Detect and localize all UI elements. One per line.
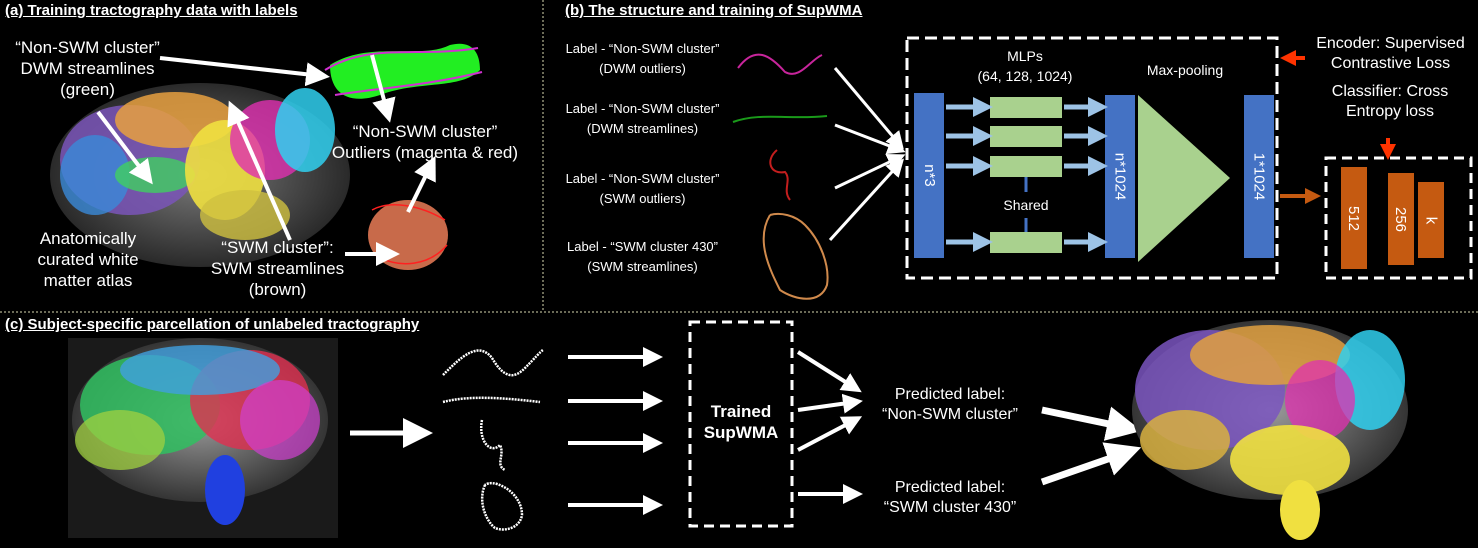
swm-label: “SWM cluster”: SWM streamlines (brown) (210, 238, 345, 299)
panel-a-title: (a) Training tractography data with labe… (5, 2, 298, 19)
arrow-input-1 (833, 67, 904, 150)
mlp-block-4 (990, 232, 1062, 253)
trained-model-label: Trained SupWMA (703, 402, 779, 442)
outlier-label: “Non-SWM cluster” Outliers (magenta & re… (331, 122, 519, 162)
streamline-dwm-outlier (737, 53, 823, 75)
streamline-white-1 (442, 348, 544, 377)
input-label-1: Label - “Non-SWM cluster” (DWM outliers) (565, 41, 720, 76)
input-block (914, 93, 944, 258)
mlp-block-1 (990, 97, 1062, 118)
input-label-2: Label - “Non-SWM cluster” (DWM streamline… (565, 101, 720, 136)
encoder-loss-label: Encoder: Supervised Contrastive Loss (1316, 35, 1465, 72)
arrow-bundle-to-outlier-label (406, 155, 436, 213)
parcellated-brain (1132, 320, 1408, 540)
fc-k-label: k (1422, 216, 1440, 224)
streamline-dwm (732, 115, 828, 123)
predicted-label-2: Predicted label: “SWM cluster 430” (883, 479, 1017, 516)
max-pooling-triangle (1138, 95, 1230, 262)
arrow-c-out1 (796, 350, 862, 393)
atlas-label: Anatomically curated white matter atlas (37, 229, 139, 290)
streamline-swm (762, 212, 829, 300)
panel-b-title: (b) The structure and training of SupWMA (565, 2, 863, 19)
dwm-streamlines-green-bundle (324, 43, 483, 99)
shared-label: Shared (1003, 197, 1049, 213)
streamline-swm-outlier (769, 149, 791, 201)
arrow-c-out2 (797, 393, 863, 414)
feature-block (1105, 95, 1135, 258)
classifier-loss-label: Classifier: Cross Entropy loss (1331, 83, 1449, 120)
mlp-block-3 (990, 156, 1062, 177)
network-frame (905, 36, 1279, 280)
streamline-white-3 (479, 419, 506, 472)
mlp-label: MLPs (64, 128, 1024) (977, 48, 1073, 84)
input-label-4: Label - “SWM cluster 430” (SWM streamline… (567, 239, 718, 274)
mlp-block-2 (990, 126, 1062, 147)
fc-256-label: 256 (1392, 206, 1410, 232)
input-label-3: Label - “Non-SWM cluster” (SWM outliers) (565, 171, 720, 206)
fc-layer-512 (1341, 167, 1367, 269)
trained-model-frame (688, 320, 794, 528)
streamline-white-4 (480, 481, 524, 531)
fc-512-label: 512 (1345, 205, 1363, 231)
classifier-frame (1324, 156, 1473, 280)
arrow-input-4 (828, 158, 905, 242)
fc-layer-k (1418, 182, 1444, 258)
panel-c-title: (c) Subject-specific parcellation of unl… (5, 316, 420, 333)
unlabeled-tractography-brain (68, 338, 338, 538)
maxpool-label: Max-pooling (1146, 62, 1224, 78)
global-block-label: 1*1024 (1250, 152, 1268, 201)
predicted-label-1: Predicted label: “Non-SWM cluster” (881, 386, 1018, 423)
global-feature-block (1244, 95, 1274, 258)
arrow-input-2 (834, 123, 906, 155)
dwm-label: “Non-SWM cluster” DWM streamlines (green… (15, 38, 160, 99)
atlas-brain-image (50, 83, 350, 267)
arrow-dwm-to-bundle (159, 56, 330, 87)
arrow-dwm-to-atlas (96, 110, 153, 185)
arrow-c-out3 (797, 416, 863, 452)
feature-block-label: n*1024 (1111, 152, 1129, 201)
arrow-bundle-to-outlier (370, 54, 396, 123)
fc-layer-256 (1388, 173, 1414, 265)
streamline-white-2 (442, 396, 541, 404)
arrow-c-final1 (1041, 406, 1142, 441)
arrow-c-final2 (1040, 442, 1142, 486)
input-block-label: n*3 (920, 164, 938, 187)
arrow-swm-to-atlas (227, 100, 292, 241)
